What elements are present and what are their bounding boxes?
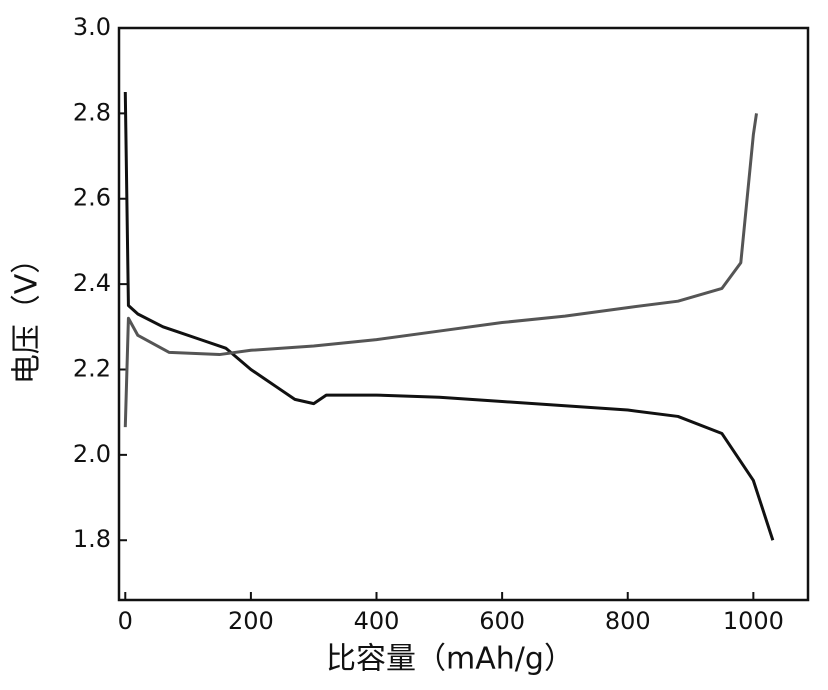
series-line — [123, 113, 758, 428]
y-tick-label: 2.6 — [73, 184, 111, 212]
x-tick-label: 800 — [605, 607, 651, 635]
x-tick-label: 0 — [118, 607, 133, 635]
y-tick-label: 2.0 — [73, 440, 111, 468]
x-axis-label: 比容量（mAh/g） — [326, 642, 574, 677]
x-tick-label: 600 — [479, 607, 525, 635]
x-tick-label: 1000 — [723, 607, 784, 635]
y-tick-label: 2.8 — [73, 98, 111, 126]
y-tick-label: 3.0 — [73, 13, 111, 41]
x-tick-label: 200 — [228, 607, 274, 635]
plot-frame — [117, 26, 810, 602]
series-line — [123, 92, 775, 541]
y-axis-label: 电压（V） — [10, 244, 45, 385]
y-tick-label: 1.8 — [73, 525, 111, 553]
y-tick-label: 2.4 — [73, 269, 111, 297]
y-tick-label: 2.2 — [73, 354, 111, 382]
x-tick-label: 400 — [354, 607, 400, 635]
